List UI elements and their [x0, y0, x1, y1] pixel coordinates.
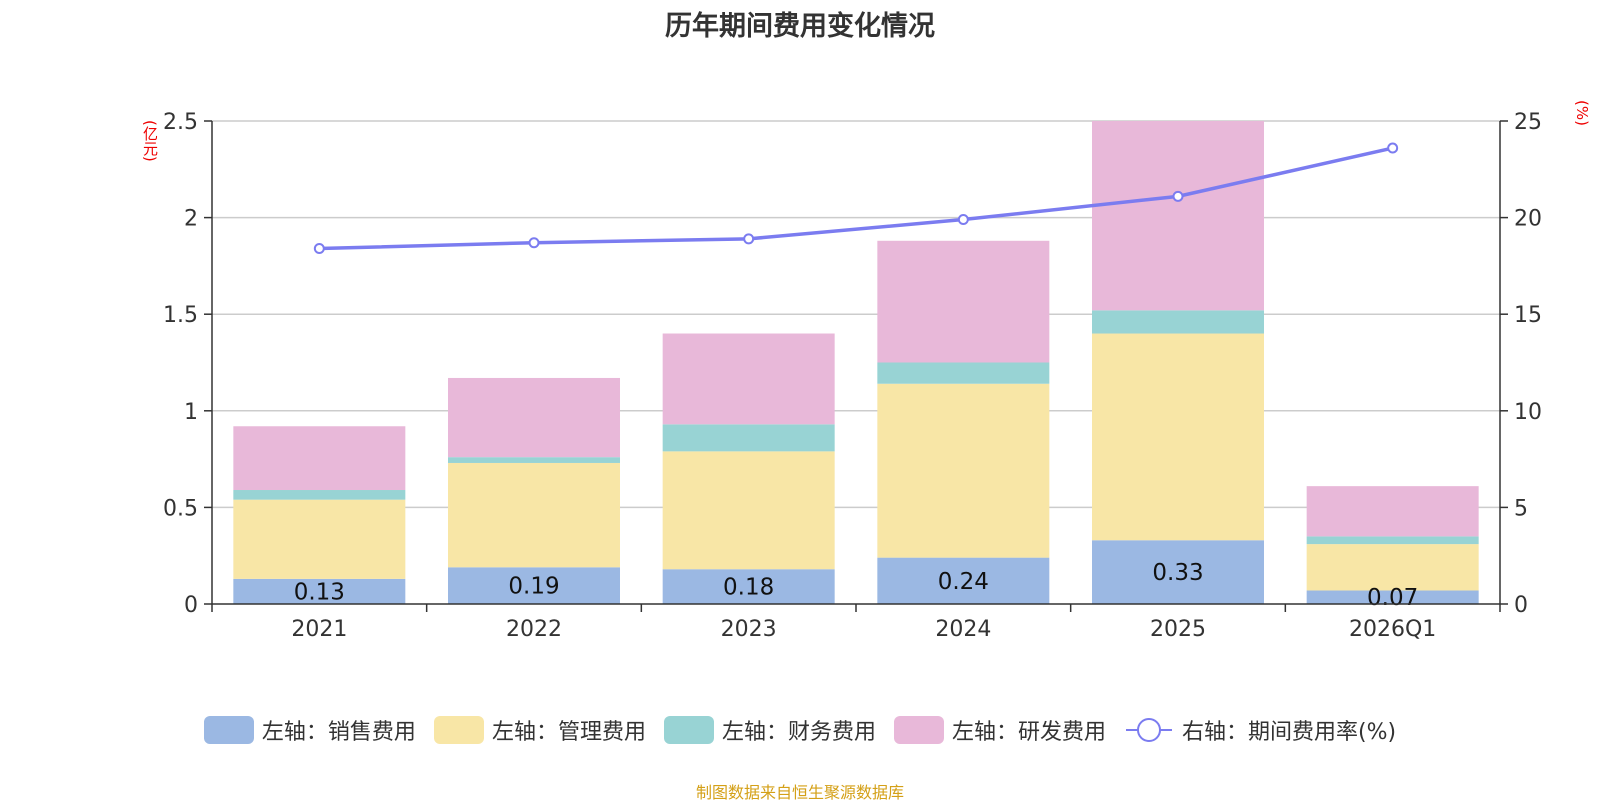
right-axis-tick-label: 10 — [1514, 400, 1542, 425]
bar-segment-2-2022[interactable] — [448, 462, 620, 568]
right-axis-tick-label: 20 — [1514, 207, 1542, 232]
legend-line-marker-icon — [1125, 718, 1172, 742]
left-axis-tick-label: 0 — [184, 593, 198, 618]
bar-segment-3-2023[interactable] — [662, 424, 835, 452]
x-axis-tick-label: 2024 — [935, 617, 991, 642]
data-label-sales: 0.24 — [938, 569, 989, 595]
data-label-sales: 0.07 — [1367, 585, 1418, 611]
right-axis-tick-label: 0 — [1514, 593, 1528, 618]
bar-segment-3-2025[interactable] — [1092, 310, 1264, 334]
expense-rate-point — [1172, 190, 1184, 202]
bar-segment-3-2022[interactable] — [448, 457, 620, 463]
expense-rate-point — [957, 214, 969, 226]
expense-rate-point — [1387, 142, 1399, 154]
bar-segment-4-2026Q1[interactable] — [1306, 486, 1479, 537]
source-note: 制图数据来自恒生聚源数据库 — [695, 783, 904, 802]
bar-segment-3-2024[interactable] — [877, 362, 1050, 384]
bar-segment-4-2024[interactable] — [877, 240, 1050, 363]
legend-swatch-finance — [663, 716, 714, 744]
right-axis-unit: (%) — [1573, 100, 1591, 126]
legend-swatch-rnd — [893, 716, 944, 744]
bar-segment-4-2023[interactable] — [662, 333, 835, 425]
legend-item-sales[interactable]: 左轴：销售费用 — [203, 714, 416, 746]
left-axis-tick-label: 0.5 — [163, 496, 198, 521]
bar-group — [233, 121, 1479, 604]
bar-segment-2-2023[interactable] — [662, 451, 835, 570]
bar-segment-4-2022[interactable] — [448, 377, 620, 458]
left-axis-unit: (亿元) — [141, 120, 159, 162]
expense-rate-point — [313, 243, 325, 255]
expense-rate-point — [528, 237, 540, 249]
bar-segment-2-2021[interactable] — [233, 499, 406, 579]
data-label-sales: 0.13 — [294, 579, 345, 605]
x-axis-tick-label: 2025 — [1150, 617, 1206, 642]
bar-segment-1-2026Q1[interactable] — [1306, 590, 1479, 604]
left-axis-tick-label: 1 — [184, 400, 198, 425]
x-axis-tick-label: 2021 — [291, 617, 347, 642]
data-label-sales: 0.19 — [508, 574, 559, 600]
right-axis-tick-label: 5 — [1514, 496, 1528, 521]
chart-title: 历年期间费用变化情况 — [665, 11, 935, 42]
x-axis-tick-label: 2022 — [506, 617, 562, 642]
left-axis-tick-label: 2 — [184, 207, 198, 232]
legend-swatch-admin — [433, 716, 484, 744]
legend-item-expense-rate[interactable]: 右轴：期间费用率(%) — [1124, 714, 1396, 746]
legend-label-finance: 左轴：财务费用 — [721, 720, 876, 745]
bar-segment-2-2024[interactable] — [877, 383, 1050, 558]
legend-item-finance[interactable]: 左轴：财务费用 — [663, 714, 876, 746]
bar-segment-3-2026Q1[interactable] — [1306, 536, 1479, 545]
x-axis-tick-label: 2026Q1 — [1349, 617, 1436, 642]
bar-segment-4-2021[interactable] — [233, 426, 406, 491]
data-label-sales: 0.18 — [723, 575, 774, 601]
bar-segment-1-2022[interactable] — [448, 567, 620, 604]
legend-item-rnd[interactable]: 左轴：研发费用 — [893, 714, 1106, 746]
x-axis-tick-label: 2023 — [721, 617, 777, 642]
data-label-sales: 0.33 — [1152, 560, 1203, 586]
bar-segment-1-2025[interactable] — [1092, 540, 1264, 604]
right-axis-tick-label: 15 — [1514, 303, 1542, 328]
bar-segment-2-2025[interactable] — [1092, 333, 1264, 541]
legend-label-sales: 左轴：销售费用 — [261, 720, 416, 745]
expense-rate-point — [743, 233, 755, 245]
legend-item-admin[interactable]: 左轴：管理费用 — [433, 714, 646, 746]
legend-label-rnd: 左轴：研发费用 — [951, 720, 1106, 745]
legend-swatch-sales — [203, 716, 254, 744]
legend: 左轴：销售费用 左轴：管理费用 左轴：财务费用 左轴：研发费用 右轴：期间费用率… — [0, 714, 1600, 746]
bar-segment-3-2021[interactable] — [233, 490, 406, 500]
right-axis-tick-label: 25 — [1514, 110, 1542, 135]
legend-label-admin: 左轴：管理费用 — [491, 720, 646, 745]
bar-segment-4-2025[interactable] — [1092, 121, 1264, 311]
legend-label-expense-rate: 右轴：期间费用率(%) — [1181, 720, 1397, 745]
left-axis-tick-label: 2.5 — [163, 110, 198, 135]
expense-rate-line — [319, 146, 1394, 251]
bar-segment-1-2021[interactable] — [233, 578, 406, 604]
left-axis-tick-label: 1.5 — [163, 303, 198, 328]
bar-segment-2-2026Q1[interactable] — [1306, 544, 1479, 591]
bar-segment-1-2024[interactable] — [877, 557, 1050, 604]
bar-segment-1-2023[interactable] — [662, 569, 835, 604]
